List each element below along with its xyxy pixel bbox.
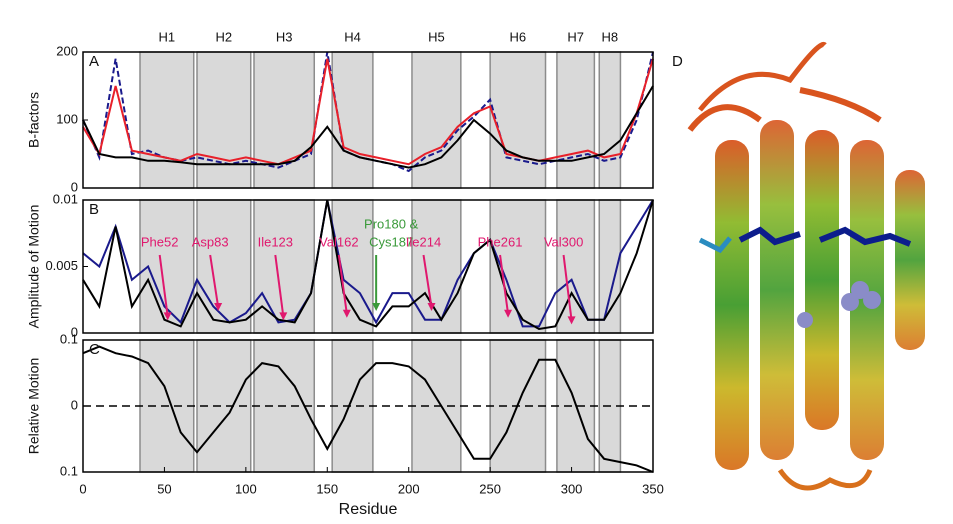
y-tick-label: 0.01 (53, 191, 78, 206)
axes-frame (82, 51, 654, 189)
y-tick-label: 0 (71, 397, 78, 412)
annotation-arrow (337, 254, 348, 314)
axes-frame (82, 199, 654, 334)
x-tick-label: 300 (561, 481, 583, 496)
helix-label: H6 (510, 29, 527, 44)
helix-band (253, 51, 316, 189)
x-tick-label: 50 (157, 481, 171, 496)
y-tick-label: 0 (71, 179, 78, 194)
y-tick-label: 0.1 (60, 463, 78, 478)
helix-band (598, 51, 622, 189)
helix-label: H5 (428, 29, 445, 44)
annotation-label: Ile123 (258, 234, 293, 249)
arrow-head (504, 309, 513, 318)
x-axis-label: Residue (339, 501, 398, 518)
annotation-label: Val162 (319, 234, 359, 249)
helix-label: H4 (344, 29, 361, 44)
panel-label: C (89, 341, 100, 358)
helix-label: H2 (216, 29, 233, 44)
annotation-label: Phe52 (141, 234, 179, 249)
helix-label: H8 (602, 29, 619, 44)
y-axis-label: B-factors (26, 92, 42, 148)
series-line (82, 199, 654, 328)
helix-label: H1 (159, 29, 176, 44)
helix-band (139, 51, 195, 189)
x-tick-label: 200 (398, 481, 420, 496)
helix-label: H7 (567, 29, 584, 44)
annotation-arrow (422, 254, 433, 308)
series-line (82, 58, 654, 166)
axes-frame (82, 339, 654, 473)
series-line (82, 85, 654, 169)
x-tick-label: 250 (479, 481, 501, 496)
helix-band (196, 199, 252, 334)
x-tick-label: 150 (316, 481, 338, 496)
arrow-head (427, 303, 436, 312)
annotation-arrow (499, 254, 510, 314)
y-tick-label: 200 (56, 43, 78, 58)
arrow-head (279, 312, 288, 321)
series-line (82, 199, 654, 331)
helix-band (556, 51, 596, 189)
y-tick-label: 0 (71, 324, 78, 339)
annotation-arrow (158, 254, 169, 317)
annotation-label: Pro180 & (364, 216, 419, 231)
helix-band (331, 339, 374, 473)
x-tick-label: 350 (642, 481, 664, 496)
x-tick-label: 100 (235, 481, 257, 496)
panel-label: A (89, 53, 99, 70)
y-tick-label: 0.005 (45, 258, 78, 273)
panel-label: D (672, 53, 683, 70)
arrow-head (342, 309, 351, 318)
y-tick-label: 0.1 (60, 331, 78, 346)
series-line (82, 345, 654, 473)
arrow-head (163, 312, 172, 321)
helix-label: H3 (276, 29, 293, 44)
annotation-label: Ile214 (406, 234, 441, 249)
annotation-arrow (209, 254, 220, 308)
helix-band (196, 51, 252, 189)
protein-structure (687, 41, 925, 491)
annotation-label: Asp83 (192, 234, 229, 249)
y-tick-label: 100 (56, 111, 78, 126)
arrow-head (372, 303, 381, 312)
y-axis-label: Relative Motion (26, 358, 42, 455)
arrow-head (567, 316, 576, 325)
panel-label: B (89, 201, 99, 218)
y-axis-label: Amplitude of Motion (26, 205, 42, 329)
helix-band (489, 51, 547, 189)
annotation-arrow (562, 254, 573, 321)
x-tick-label: 0 (79, 481, 86, 496)
annotation-label: Cys187 (369, 234, 413, 249)
arrow-head (214, 303, 223, 312)
annotation-label: Phe261 (478, 234, 523, 249)
annotation-arrow (274, 254, 285, 317)
annotation-label: Val300 (544, 234, 584, 249)
helix-band (411, 51, 462, 189)
